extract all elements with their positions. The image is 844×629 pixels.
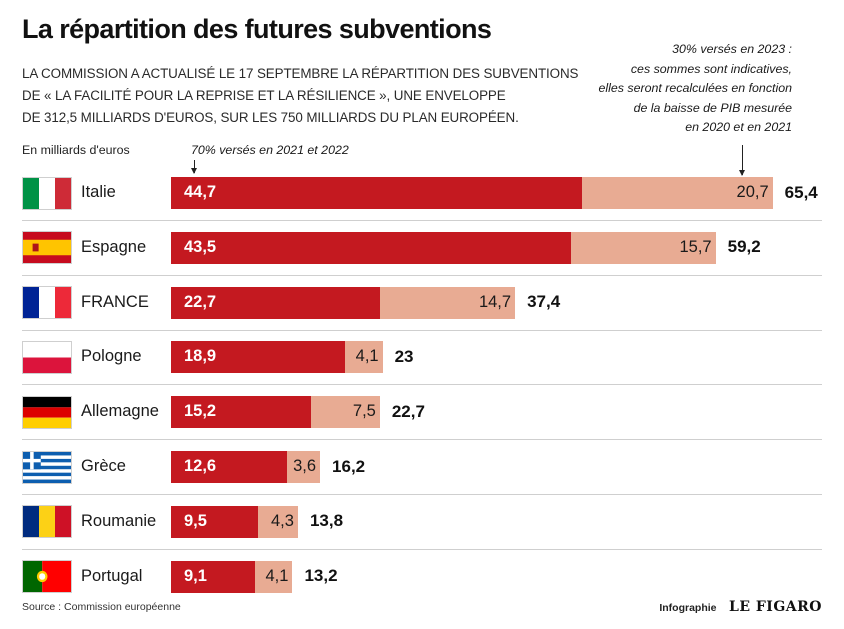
total-allemagne: 22,7 bbox=[391, 401, 425, 421]
italy-flag-icon bbox=[22, 176, 72, 210]
bar-first-tranche-espagne bbox=[171, 231, 572, 264]
bar-second-tranche-grece bbox=[286, 451, 321, 483]
total-portugal: 13,2 bbox=[304, 566, 338, 586]
bar-second-tranche-pologne bbox=[344, 341, 383, 374]
bar-second-tranche-france bbox=[379, 286, 516, 319]
total-italie: 65,4 bbox=[784, 182, 818, 202]
country-label-portugal: Portugal bbox=[81, 566, 143, 585]
source-note: Source : Commission européenne bbox=[22, 601, 181, 613]
bar-allemagne bbox=[171, 396, 380, 429]
value-first-tranche-allemagne: 15,2 bbox=[184, 402, 217, 421]
bar-second-tranche-roumanie bbox=[258, 505, 298, 538]
value-first-tranche-espagne: 43,5 bbox=[184, 237, 217, 256]
country-label-france: FRANCE bbox=[81, 292, 149, 311]
bar-espagne bbox=[171, 231, 716, 264]
unit-label: En milliards d'euros bbox=[22, 143, 130, 157]
value-second-tranche-grece: 3,6 bbox=[293, 457, 317, 475]
spain-flag-icon bbox=[22, 231, 72, 265]
bar-first-tranche-allemagne bbox=[171, 396, 311, 429]
country-label-grece: Grèce bbox=[81, 457, 126, 475]
value-second-tranche-portugal: 4,1 bbox=[265, 566, 289, 585]
bar-second-tranche-italie bbox=[582, 177, 773, 209]
row-separator bbox=[22, 274, 822, 276]
romania-flag-icon bbox=[22, 505, 72, 539]
value-second-tranche-allemagne: 7,5 bbox=[352, 402, 376, 421]
bar-pologne bbox=[171, 341, 383, 374]
total-grece: 16,2 bbox=[332, 456, 366, 476]
subtitle-line-1: LA COMMISSION A ACTUALISÉ LE 17 SEPTEMBR… bbox=[22, 66, 579, 81]
bar-grece bbox=[171, 451, 321, 483]
first-tranche-annotation: 70% versés en 2021 et 2022 bbox=[191, 143, 349, 157]
total-pologne: 23 bbox=[394, 346, 414, 366]
bar-second-tranche-allemagne bbox=[310, 396, 380, 429]
bar-italie bbox=[171, 177, 773, 209]
brand-credit: Infographie LE FIGARO bbox=[659, 598, 822, 616]
value-first-tranche-pologne: 18,9 bbox=[184, 347, 217, 366]
bar-first-tranche-grece bbox=[171, 451, 287, 483]
second-tranche-annotation: 30% versés en 2023 : ces sommes sont ind… bbox=[552, 40, 792, 138]
annotation-line-2: ces sommes sont indicatives, bbox=[630, 61, 792, 76]
france-flag-icon bbox=[22, 286, 72, 320]
annotation-line-4: de la baisse de PIB mesurée bbox=[633, 100, 792, 115]
bar-portugal bbox=[171, 560, 293, 593]
total-roumanie: 13,8 bbox=[309, 511, 344, 531]
portugal-flag-icon bbox=[22, 560, 72, 594]
bar-second-tranche-espagne bbox=[571, 231, 716, 264]
value-second-tranche-espagne: 15,7 bbox=[679, 237, 712, 256]
subtitle-line-2: DE « LA FACILITÉ POUR LA REPRISE ET LA R… bbox=[22, 88, 506, 103]
country-label-pologne: Pologne bbox=[81, 347, 142, 366]
subtitle-line-3: DE 312,5 MILLIARDS D'EUROS, SUR LES 750 … bbox=[22, 110, 519, 125]
row-separator bbox=[22, 220, 822, 221]
total-espagne: 59,2 bbox=[727, 237, 761, 257]
country-label-roumanie: Roumanie bbox=[81, 511, 157, 530]
bar-first-tranche-portugal bbox=[171, 560, 255, 593]
value-first-tranche-france: 22,7 bbox=[184, 292, 217, 311]
bar-roumanie bbox=[171, 505, 298, 538]
row-separator bbox=[22, 329, 822, 331]
germany-flag-icon bbox=[22, 395, 72, 429]
infographie-label: Infographie bbox=[659, 602, 717, 614]
greece-flag-icon bbox=[22, 450, 72, 484]
le-figaro-logo: LE FIGARO bbox=[728, 599, 822, 615]
row-separator bbox=[22, 494, 822, 495]
chart-title: La répartition des futures subventions bbox=[22, 14, 492, 44]
annotation-line-3: elles seront recalculées en fonction bbox=[598, 81, 792, 95]
bar-first-tranche-pologne bbox=[171, 341, 345, 374]
value-second-tranche-pologne: 4,1 bbox=[355, 347, 379, 366]
annotation-line-5: en 2020 et en 2021 bbox=[685, 120, 792, 134]
value-first-tranche-roumanie: 9,5 bbox=[184, 511, 207, 530]
value-first-tranche-grece: 12,6 bbox=[184, 457, 217, 475]
value-second-tranche-france: 14,7 bbox=[478, 292, 512, 311]
bar-first-tranche-france bbox=[171, 286, 380, 319]
bar-second-tranche-portugal bbox=[254, 560, 293, 593]
bar-first-tranche-italie bbox=[171, 177, 583, 209]
row-separator bbox=[22, 439, 822, 441]
country-label-espagne: Espagne bbox=[81, 237, 147, 256]
total-france: 37,4 bbox=[527, 292, 561, 312]
value-first-tranche-italie: 44,7 bbox=[184, 183, 217, 201]
value-second-tranche-roumanie: 4,3 bbox=[271, 511, 294, 530]
annotation-line-1: 30% versés en 2023 : bbox=[672, 42, 792, 56]
country-label-italie: Italie bbox=[81, 183, 116, 201]
second-tranche-arrow-icon bbox=[739, 145, 745, 176]
first-tranche-arrow-icon bbox=[191, 160, 197, 174]
poland-flag-icon bbox=[22, 340, 72, 374]
value-second-tranche-italie: 20,7 bbox=[736, 183, 769, 201]
bar-france bbox=[171, 286, 516, 319]
row-separator bbox=[22, 548, 822, 550]
chart-subtitle: LA COMMISSION A ACTUALISÉ LE 17 SEPTEMBR… bbox=[22, 63, 582, 129]
row-separator bbox=[22, 384, 822, 386]
bar-first-tranche-roumanie bbox=[171, 505, 259, 538]
country-label-allemagne: Allemagne bbox=[81, 402, 159, 421]
value-first-tranche-portugal: 9,1 bbox=[184, 566, 207, 585]
